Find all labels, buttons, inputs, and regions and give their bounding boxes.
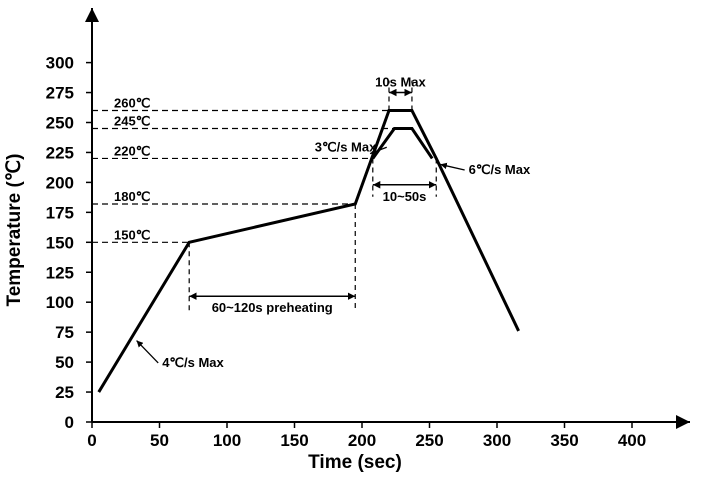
x-tick-label: 300 [483, 431, 511, 450]
dimension-label: 10s Max [375, 75, 426, 90]
y-tick-label: 0 [65, 413, 74, 432]
x-tick-label: 200 [348, 431, 376, 450]
reference-label: 150℃ [114, 227, 150, 242]
x-tick-label: 150 [280, 431, 308, 450]
y-tick-label: 300 [46, 54, 74, 73]
x-tick-label: 250 [415, 431, 443, 450]
x-tick-label: 50 [150, 431, 169, 450]
annotation-label: 6℃/s Max [469, 162, 531, 177]
dimension-label: 10~50s [383, 189, 427, 204]
reference-lines: 260℃ 245℃ 220℃ 180℃ 150℃ [92, 80, 437, 312]
tick-labels: 0 50 100 150 200 250 300 350 400 0 25 50 75 100 125 150… [46, 54, 647, 450]
dimension-markers: 60~120s preheating 10~50s 10s Max [189, 75, 437, 315]
dimension-label: 60~120s preheating [212, 300, 333, 315]
y-axis-label: Temperature (℃) [4, 154, 25, 307]
annotations: 4℃/s Max 3℃/s Max 6℃/s Max [136, 139, 531, 370]
axes [85, 8, 690, 429]
y-tick-label: 250 [46, 114, 74, 133]
y-tick-label: 150 [46, 233, 74, 252]
y-tick-label: 275 [46, 84, 74, 103]
annotation-label: 3℃/s Max [315, 139, 377, 154]
y-tick-label: 75 [55, 323, 74, 342]
x-tick-label: 100 [213, 431, 241, 450]
x-axis-label: Time (sec) [308, 452, 402, 473]
annotation-arrow [440, 162, 465, 171]
y-tick-label: 25 [55, 383, 74, 402]
profile-line-max [97, 109, 520, 393]
y-tick-label: 225 [46, 143, 74, 162]
reference-label: 260℃ [114, 96, 150, 111]
reference-label: 180℃ [114, 189, 150, 204]
y-tick-label: 50 [55, 353, 74, 372]
reference-label: 245℃ [114, 113, 150, 128]
x-tick-label: 0 [87, 431, 96, 450]
reference-label: 220℃ [114, 143, 150, 158]
annotation-arrow [369, 146, 387, 155]
y-tick-label: 100 [46, 293, 74, 312]
profile-line-inner [371, 126, 434, 160]
x-tick-label: 350 [550, 431, 578, 450]
series-group [97, 109, 520, 393]
x-tick-label: 400 [618, 431, 646, 450]
y-tick-label: 125 [46, 263, 74, 282]
annotation-arrow [136, 340, 159, 364]
annotation-label: 4℃/s Max [162, 355, 224, 370]
y-tick-label: 175 [46, 203, 74, 222]
y-tick-label: 200 [46, 173, 74, 192]
